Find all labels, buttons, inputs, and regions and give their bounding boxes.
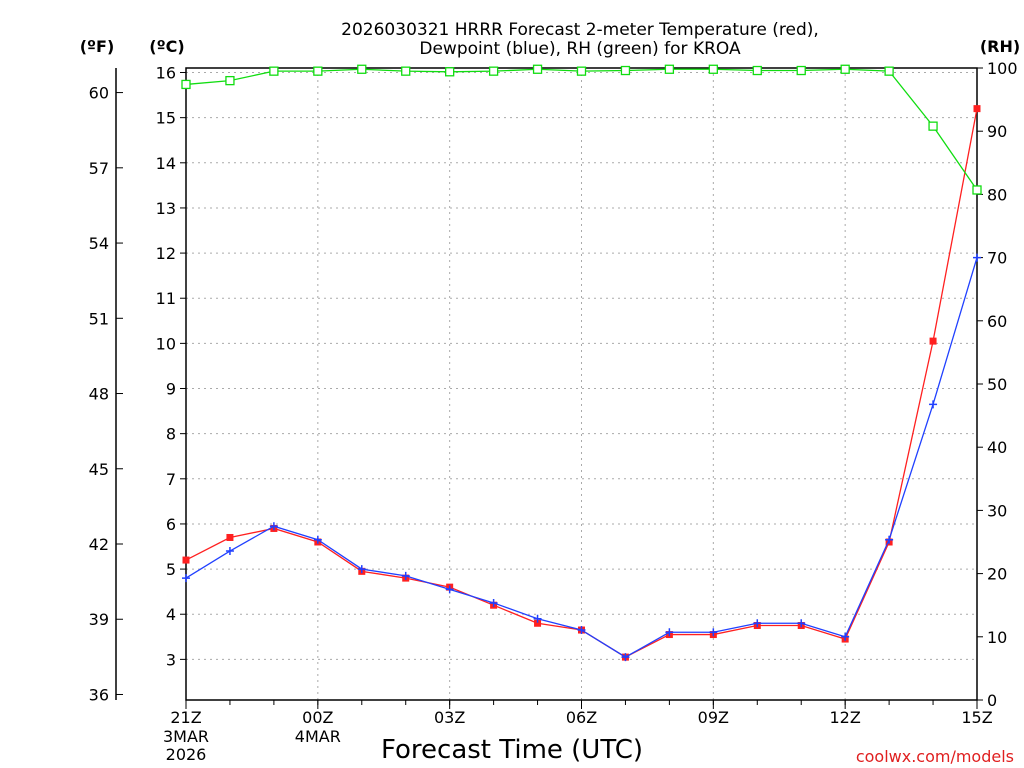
f-tick-label: 54: [89, 234, 109, 253]
dewpoint-point: [841, 632, 850, 641]
x-tick-label: 15Z: [961, 708, 992, 727]
rh-point: [532, 64, 543, 74]
x-date-label: 3MAR: [163, 727, 209, 746]
temperature-line: [185, 108, 978, 658]
f-tick-label: 51: [89, 309, 109, 328]
dewpoint-point: [225, 547, 234, 556]
dewpoint-point: [401, 571, 410, 580]
rh-tick-label: 40: [987, 438, 1007, 457]
chart-title-line2: Dewpoint (blue), RH (green) for KROA: [419, 39, 741, 59]
x-tick-label: 12Z: [830, 708, 861, 727]
rh-point: [796, 65, 806, 76]
dewpoint-point: [753, 619, 762, 628]
c-tick-label: 14: [156, 154, 176, 173]
rh-point: [928, 121, 938, 131]
c-tick-label: 9: [166, 380, 176, 399]
x-date-label: 4MAR: [295, 727, 341, 746]
c-tick-label: 5: [166, 560, 176, 579]
f-tick-label: 45: [89, 460, 109, 479]
rh-point: [445, 67, 455, 77]
temperature-point: [534, 619, 542, 627]
x-tick-label: 00Z: [302, 708, 333, 727]
x-year-label: 2026: [166, 745, 207, 764]
f-tick-label: 36: [89, 685, 109, 704]
x-tick-label: 06Z: [566, 708, 597, 727]
x-tick-label: 21Z: [170, 708, 201, 727]
dewpoint-point: [621, 653, 630, 662]
temperature-point: [182, 556, 190, 564]
rh-point: [313, 66, 323, 76]
rh-point: [225, 75, 235, 86]
x-tick-label: 03Z: [434, 708, 465, 727]
rh-point: [884, 66, 894, 76]
c-tick-label: 4: [166, 605, 176, 624]
temperature-point: [929, 337, 937, 345]
rh-point: [708, 64, 718, 74]
c-tick-label: 11: [156, 289, 176, 308]
dewpoint-point: [445, 585, 454, 594]
f-tick-label: 60: [89, 84, 109, 103]
dewpoint-point: [269, 522, 278, 531]
rh-tick-label: 70: [987, 249, 1007, 268]
f-tick-label: 57: [89, 159, 109, 178]
watermark: coolwx.com/models: [856, 747, 1014, 766]
unit-c-label: (ºC): [149, 37, 184, 56]
rh-point: [840, 64, 850, 74]
x-axis-title: Forecast Time (UTC): [381, 735, 643, 765]
series-layer: [181, 64, 982, 662]
dewpoint-point: [709, 628, 718, 637]
rh-point: [972, 185, 982, 195]
rh-point: [576, 66, 587, 76]
unit-f-label: (ºF): [80, 37, 115, 56]
temperature-point: [226, 533, 234, 541]
c-tick-label: 13: [156, 199, 176, 218]
c-tick-label: 6: [166, 515, 176, 534]
rh-tick-label: 60: [987, 312, 1007, 331]
rh-point: [181, 79, 191, 90]
unit-rh-label: (RH): [980, 37, 1020, 56]
rh-tick-label: 100: [987, 59, 1018, 78]
f-tick-label: 39: [89, 610, 109, 629]
rh-point: [752, 65, 762, 76]
rh-point: [664, 64, 675, 74]
x-tick-label: 09Z: [698, 708, 729, 727]
dewpoint-point: [182, 574, 190, 583]
c-tick-label: 3: [166, 650, 176, 669]
c-tick-label: 15: [156, 109, 176, 128]
dewpoint-point: [533, 614, 542, 623]
f-tick-label: 42: [89, 535, 109, 554]
axes: 3456789101112131415163639424548515457600…: [89, 59, 1018, 764]
rh-tick-label: 90: [987, 122, 1007, 141]
rh-tick-label: 50: [987, 375, 1007, 394]
c-tick-label: 12: [156, 244, 176, 263]
rh-point: [269, 66, 279, 76]
dewpoint-point: [489, 598, 498, 607]
dewpoint-point: [357, 565, 366, 574]
rh-point: [401, 66, 411, 76]
rh-tick-label: 0: [987, 691, 997, 710]
rh-point: [620, 65, 631, 76]
rh-tick-label: 10: [987, 628, 1007, 647]
grid-lines: [186, 68, 977, 700]
c-tick-label: 16: [156, 64, 176, 83]
rh-point: [488, 66, 499, 76]
dewpoint-point: [797, 619, 806, 628]
c-tick-label: 8: [166, 425, 176, 444]
temperature-point: [973, 105, 981, 113]
dewpoint-point: [313, 535, 322, 544]
rh-tick-label: 20: [987, 565, 1007, 584]
dewpoint-point: [577, 626, 586, 635]
dewpoint-point: [929, 400, 938, 409]
dewpoint-point: [665, 628, 674, 637]
c-tick-label: 10: [156, 334, 176, 353]
rh-tick-label: 30: [987, 501, 1007, 520]
dewpoint-point: [973, 253, 981, 262]
rh-tick-label: 80: [987, 185, 1007, 204]
f-tick-label: 48: [89, 385, 109, 404]
dewpoint-point: [885, 535, 894, 544]
rh-point: [357, 64, 367, 74]
chart-title-line1: 2026030321 HRRR Forecast 2-meter Tempera…: [341, 20, 819, 40]
c-tick-label: 7: [166, 470, 176, 489]
